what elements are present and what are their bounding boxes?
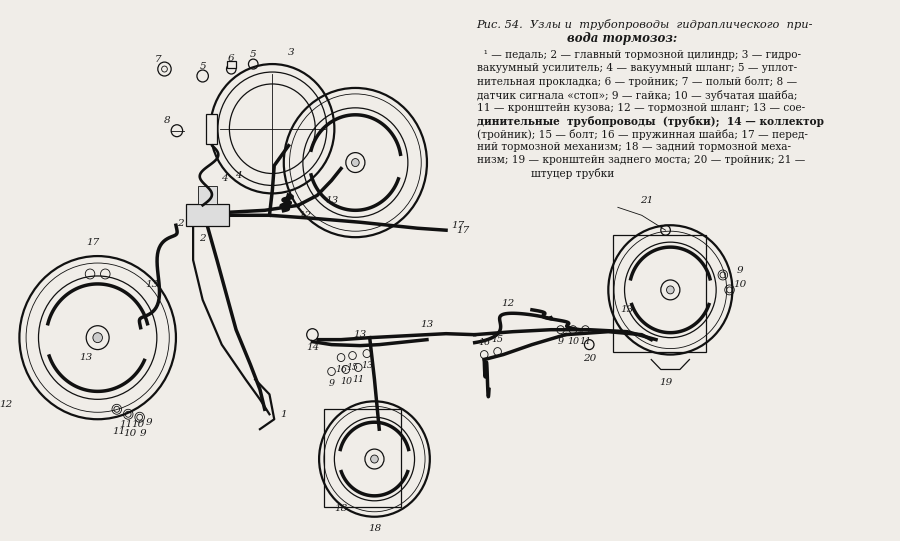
Text: ¹ — педаль; 2 — главный тормозной цилиндр; 3 — гидро-: ¹ — педаль; 2 — главный тормозной цилинд… [477, 50, 801, 60]
Text: Рис. 54.  Узлы и  трубопроводы  гидраплического  при-: Рис. 54. Узлы и трубопроводы гидрапличес… [477, 19, 813, 30]
Text: 10: 10 [123, 428, 137, 438]
Text: 11: 11 [120, 420, 133, 428]
Text: 4: 4 [221, 174, 228, 183]
Text: 9: 9 [146, 418, 152, 427]
Text: 12: 12 [298, 211, 311, 220]
Text: 2: 2 [177, 219, 184, 228]
Text: 15: 15 [346, 363, 358, 372]
Text: 9: 9 [558, 337, 563, 346]
Bar [227, 61, 236, 68]
Bar [186, 204, 229, 226]
Text: 5: 5 [250, 50, 256, 58]
Text: 17: 17 [451, 221, 464, 230]
Text: 13: 13 [361, 361, 373, 370]
Text: 13: 13 [420, 320, 434, 329]
Bar [613, 235, 707, 352]
Text: 15: 15 [491, 335, 504, 344]
Text: 10: 10 [734, 280, 747, 289]
Circle shape [667, 286, 674, 294]
Bar [324, 410, 401, 507]
Text: 10: 10 [567, 337, 579, 346]
Text: 2: 2 [199, 234, 206, 243]
Text: 5: 5 [199, 62, 206, 70]
Text: 4: 4 [235, 171, 241, 180]
Text: 13: 13 [621, 305, 634, 314]
Text: 11: 11 [580, 337, 591, 346]
Text: 16: 16 [478, 338, 491, 347]
Text: 12: 12 [501, 299, 515, 308]
Text: штуцер трубки: штуцер трубки [477, 168, 614, 179]
Text: 17: 17 [86, 237, 100, 247]
Text: 12: 12 [0, 400, 13, 409]
Text: 14: 14 [306, 343, 319, 352]
Text: 10: 10 [340, 377, 352, 386]
Text: 9: 9 [140, 428, 146, 438]
Text: вакуумный усилитель; 4 — вакуумный шланг; 5 — уплот-: вакуумный усилитель; 4 — вакуумный шланг… [477, 63, 796, 73]
Text: 11: 11 [352, 375, 365, 384]
Bar [198, 187, 217, 204]
Circle shape [352, 159, 359, 167]
Text: 13: 13 [146, 280, 158, 289]
Text: 13: 13 [354, 330, 367, 339]
Text: 13: 13 [325, 196, 338, 205]
Text: 21: 21 [640, 196, 653, 205]
Text: 6: 6 [228, 54, 235, 63]
Text: 13: 13 [79, 353, 93, 362]
Text: 9: 9 [737, 266, 743, 274]
Bar [205, 114, 217, 144]
Text: 7: 7 [155, 55, 161, 64]
Text: 1: 1 [281, 410, 287, 419]
Text: ний тормозной механизм; 18 — задний тормозной меха-: ний тормозной механизм; 18 — задний торм… [477, 142, 790, 152]
Text: 10: 10 [131, 420, 144, 428]
Text: датчик сигнала «стоп»; 9 — гайка; 10 — зубчатая шайба;: датчик сигнала «стоп»; 9 — гайка; 10 — з… [477, 89, 797, 101]
Text: 11: 11 [112, 427, 125, 436]
Text: 19: 19 [659, 378, 672, 387]
Text: вода тормозоз:: вода тормозоз: [567, 32, 678, 45]
Text: 18: 18 [335, 504, 347, 513]
Text: 8: 8 [164, 116, 171, 126]
Text: 9: 9 [328, 379, 335, 388]
Text: низм; 19 — кронштейн заднего моста; 20 — тройник; 21 —: низм; 19 — кронштейн заднего моста; 20 —… [477, 155, 805, 165]
Text: 3: 3 [288, 48, 294, 57]
Circle shape [371, 455, 378, 463]
Text: нительная прокладка; 6 — тройник; 7 — полый болт; 8 —: нительная прокладка; 6 — тройник; 7 — по… [477, 76, 796, 88]
Text: (тройник); 15 — болт; 16 — пружинная шайба; 17 — перед-: (тройник); 15 — болт; 16 — пружинная шай… [477, 129, 807, 140]
Text: 16: 16 [335, 365, 347, 374]
Text: 17: 17 [456, 226, 470, 235]
Text: 20: 20 [582, 354, 596, 363]
Text: 18: 18 [368, 524, 381, 533]
Circle shape [93, 333, 103, 342]
Text: 11 — кронштейн кузова; 12 — тормозной шланг; 13 — сое-: 11 — кронштейн кузова; 12 — тормозной шл… [477, 103, 805, 113]
Text: динительные  трубопроводы  (трубки);  14 — коллектор: динительные трубопроводы (трубки); 14 — … [477, 116, 824, 127]
